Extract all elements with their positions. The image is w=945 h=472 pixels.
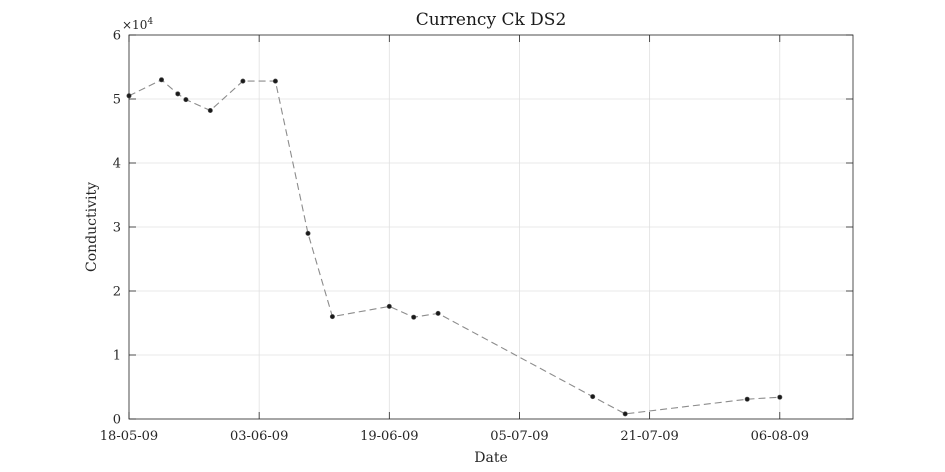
data-point: [411, 314, 417, 320]
data-point: [590, 394, 596, 400]
data-point: [159, 77, 165, 83]
x-tick-label: 05-07-09: [490, 429, 548, 444]
y-exponent-label: ×104: [122, 17, 153, 32]
data-point: [386, 303, 392, 309]
y-tick-label: 0: [113, 413, 121, 428]
data-point: [207, 108, 213, 114]
tick-marks: [128, 34, 853, 420]
x-tick-label: 21-07-09: [620, 429, 678, 444]
y-tick-label: 2: [113, 285, 121, 300]
data-point: [240, 78, 246, 84]
data-point: [777, 394, 783, 400]
y-tick-label: 1: [113, 349, 121, 364]
data-point: [305, 230, 311, 236]
x-tick-label: 03-06-09: [230, 429, 288, 444]
chart-title: Currency Ck DS2: [416, 10, 567, 30]
data-point: [622, 411, 628, 417]
series-line-group: [128, 79, 780, 415]
data-point: [183, 97, 189, 103]
x-axis-label: Date: [474, 450, 507, 466]
x-tick-label-group: 18-05-09 03-06-09 19-06-09 05-07-09 21-07-09…: [100, 429, 809, 444]
y-tick-label: 5: [113, 93, 121, 108]
y-tick-label: 6: [113, 29, 121, 44]
y-tick-label: 3: [113, 221, 121, 236]
x-tick-label: 06-08-09: [751, 429, 809, 444]
data-point: [329, 314, 335, 320]
data-point: [272, 78, 278, 84]
data-point: [175, 91, 181, 97]
y-tick-label: 4: [113, 157, 121, 172]
series-line: [128, 79, 780, 415]
x-tick-label: 19-06-09: [360, 429, 418, 444]
marker-group: [126, 77, 783, 417]
x-tick-label: 18-05-09: [100, 429, 158, 444]
y-tick-label-group: 0 1 2 3 4 5 6: [113, 29, 121, 428]
data-point: [435, 310, 441, 316]
y-axis-label: Conductivity: [84, 182, 100, 272]
data-point: [744, 396, 750, 402]
